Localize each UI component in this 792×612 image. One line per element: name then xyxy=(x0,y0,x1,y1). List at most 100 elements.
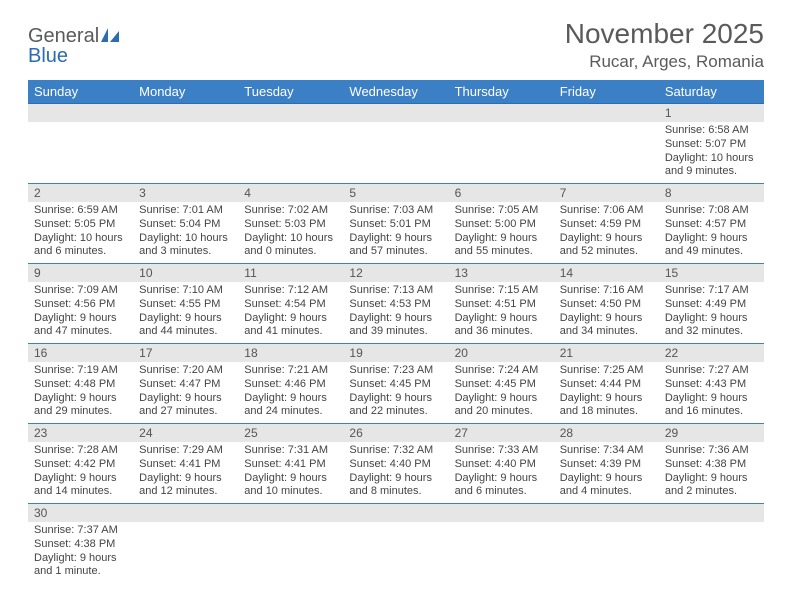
sunset-text: Sunset: 5:05 PM xyxy=(34,218,127,232)
sunrise-text: Sunrise: 7:27 AM xyxy=(665,364,758,378)
day-details: Sunrise: 7:12 AMSunset: 4:54 PMDaylight:… xyxy=(238,282,343,343)
sunrise-text: Sunrise: 6:58 AM xyxy=(665,124,758,138)
sunset-text: Sunset: 4:38 PM xyxy=(665,458,758,472)
daylight-text: Daylight: 9 hours and 44 minutes. xyxy=(139,312,232,340)
logo-text: General Blue xyxy=(28,24,123,66)
day-number: 29 xyxy=(659,424,764,442)
calendar-week-row: 30Sunrise: 7:37 AMSunset: 4:38 PMDayligh… xyxy=(28,504,764,584)
calendar-cell xyxy=(449,104,554,184)
sunrise-text: Sunrise: 7:13 AM xyxy=(349,284,442,298)
logo-word2: Blue xyxy=(28,45,68,67)
day-details: Sunrise: 7:21 AMSunset: 4:46 PMDaylight:… xyxy=(238,362,343,423)
sunset-text: Sunset: 4:54 PM xyxy=(244,298,337,312)
calendar-cell: 9Sunrise: 7:09 AMSunset: 4:56 PMDaylight… xyxy=(28,264,133,344)
calendar-cell xyxy=(449,504,554,584)
day-details: Sunrise: 7:23 AMSunset: 4:45 PMDaylight:… xyxy=(343,362,448,423)
daylight-text: Daylight: 9 hours and 55 minutes. xyxy=(455,232,548,260)
weekday-header: Monday xyxy=(133,80,238,104)
day-number: 1 xyxy=(659,104,764,122)
sunset-text: Sunset: 4:49 PM xyxy=(665,298,758,312)
daylight-text: Daylight: 9 hours and 52 minutes. xyxy=(560,232,653,260)
sunrise-text: Sunrise: 7:37 AM xyxy=(34,524,127,538)
day-number: 24 xyxy=(133,424,238,442)
sunrise-text: Sunrise: 7:23 AM xyxy=(349,364,442,378)
weekday-header: Tuesday xyxy=(238,80,343,104)
day-number: 21 xyxy=(554,344,659,362)
day-number: 27 xyxy=(449,424,554,442)
sunset-text: Sunset: 4:48 PM xyxy=(34,378,127,392)
daylight-text: Daylight: 9 hours and 4 minutes. xyxy=(560,472,653,500)
sail-icon xyxy=(99,26,123,44)
sunset-text: Sunset: 4:55 PM xyxy=(139,298,232,312)
calendar-cell xyxy=(343,104,448,184)
daylight-text: Daylight: 9 hours and 32 minutes. xyxy=(665,312,758,340)
daylight-text: Daylight: 9 hours and 29 minutes. xyxy=(34,392,127,420)
day-number: 23 xyxy=(28,424,133,442)
calendar-cell: 2Sunrise: 6:59 AMSunset: 5:05 PMDaylight… xyxy=(28,184,133,264)
day-details: Sunrise: 7:15 AMSunset: 4:51 PMDaylight:… xyxy=(449,282,554,343)
calendar-cell: 20Sunrise: 7:24 AMSunset: 4:45 PMDayligh… xyxy=(449,344,554,424)
sunset-text: Sunset: 4:47 PM xyxy=(139,378,232,392)
daylight-text: Daylight: 9 hours and 49 minutes. xyxy=(665,232,758,260)
calendar-cell xyxy=(238,104,343,184)
calendar-cell: 3Sunrise: 7:01 AMSunset: 5:04 PMDaylight… xyxy=(133,184,238,264)
calendar-cell: 8Sunrise: 7:08 AMSunset: 4:57 PMDaylight… xyxy=(659,184,764,264)
calendar-cell: 10Sunrise: 7:10 AMSunset: 4:55 PMDayligh… xyxy=(133,264,238,344)
day-number: 18 xyxy=(238,344,343,362)
day-number-empty xyxy=(133,104,238,122)
day-details: Sunrise: 7:37 AMSunset: 4:38 PMDaylight:… xyxy=(28,522,133,583)
day-number: 22 xyxy=(659,344,764,362)
day-number-empty xyxy=(238,104,343,122)
calendar-cell: 26Sunrise: 7:32 AMSunset: 4:40 PMDayligh… xyxy=(343,424,448,504)
daylight-text: Daylight: 9 hours and 8 minutes. xyxy=(349,472,442,500)
sunrise-text: Sunrise: 7:06 AM xyxy=(560,204,653,218)
sunset-text: Sunset: 4:41 PM xyxy=(139,458,232,472)
logo-word1: General xyxy=(28,25,99,47)
calendar-cell: 16Sunrise: 7:19 AMSunset: 4:48 PMDayligh… xyxy=(28,344,133,424)
daylight-text: Daylight: 9 hours and 10 minutes. xyxy=(244,472,337,500)
calendar-cell: 21Sunrise: 7:25 AMSunset: 4:44 PMDayligh… xyxy=(554,344,659,424)
calendar-cell xyxy=(659,504,764,584)
daylight-text: Daylight: 10 hours and 0 minutes. xyxy=(244,232,337,260)
sunset-text: Sunset: 4:44 PM xyxy=(560,378,653,392)
day-number: 6 xyxy=(449,184,554,202)
calendar-week-row: 9Sunrise: 7:09 AMSunset: 4:56 PMDaylight… xyxy=(28,264,764,344)
sunset-text: Sunset: 4:46 PM xyxy=(244,378,337,392)
weekday-header: Thursday xyxy=(449,80,554,104)
day-number: 13 xyxy=(449,264,554,282)
sunrise-text: Sunrise: 7:17 AM xyxy=(665,284,758,298)
calendar-cell: 23Sunrise: 7:28 AMSunset: 4:42 PMDayligh… xyxy=(28,424,133,504)
sunrise-text: Sunrise: 7:21 AM xyxy=(244,364,337,378)
day-number-empty xyxy=(449,504,554,522)
day-details: Sunrise: 7:36 AMSunset: 4:38 PMDaylight:… xyxy=(659,442,764,503)
daylight-text: Daylight: 9 hours and 24 minutes. xyxy=(244,392,337,420)
sunset-text: Sunset: 5:00 PM xyxy=(455,218,548,232)
day-details: Sunrise: 6:59 AMSunset: 5:05 PMDaylight:… xyxy=(28,202,133,263)
weekday-header: Sunday xyxy=(28,80,133,104)
calendar-cell xyxy=(238,504,343,584)
calendar-cell: 25Sunrise: 7:31 AMSunset: 4:41 PMDayligh… xyxy=(238,424,343,504)
day-details: Sunrise: 7:31 AMSunset: 4:41 PMDaylight:… xyxy=(238,442,343,503)
daylight-text: Daylight: 9 hours and 16 minutes. xyxy=(665,392,758,420)
day-details: Sunrise: 7:34 AMSunset: 4:39 PMDaylight:… xyxy=(554,442,659,503)
day-number-empty xyxy=(238,504,343,522)
day-number: 7 xyxy=(554,184,659,202)
calendar-cell: 30Sunrise: 7:37 AMSunset: 4:38 PMDayligh… xyxy=(28,504,133,584)
calendar-cell: 15Sunrise: 7:17 AMSunset: 4:49 PMDayligh… xyxy=(659,264,764,344)
day-details: Sunrise: 7:10 AMSunset: 4:55 PMDaylight:… xyxy=(133,282,238,343)
day-number: 17 xyxy=(133,344,238,362)
calendar-cell xyxy=(554,504,659,584)
day-number: 20 xyxy=(449,344,554,362)
sunrise-text: Sunrise: 6:59 AM xyxy=(34,204,127,218)
day-number: 3 xyxy=(133,184,238,202)
day-number: 25 xyxy=(238,424,343,442)
day-number-empty xyxy=(554,504,659,522)
page-subtitle: Rucar, Arges, Romania xyxy=(565,52,764,72)
day-details: Sunrise: 7:28 AMSunset: 4:42 PMDaylight:… xyxy=(28,442,133,503)
sunset-text: Sunset: 4:40 PM xyxy=(455,458,548,472)
sunrise-text: Sunrise: 7:08 AM xyxy=(665,204,758,218)
sunrise-text: Sunrise: 7:12 AM xyxy=(244,284,337,298)
calendar-cell: 17Sunrise: 7:20 AMSunset: 4:47 PMDayligh… xyxy=(133,344,238,424)
daylight-text: Daylight: 9 hours and 18 minutes. xyxy=(560,392,653,420)
sunset-text: Sunset: 4:50 PM xyxy=(560,298,653,312)
